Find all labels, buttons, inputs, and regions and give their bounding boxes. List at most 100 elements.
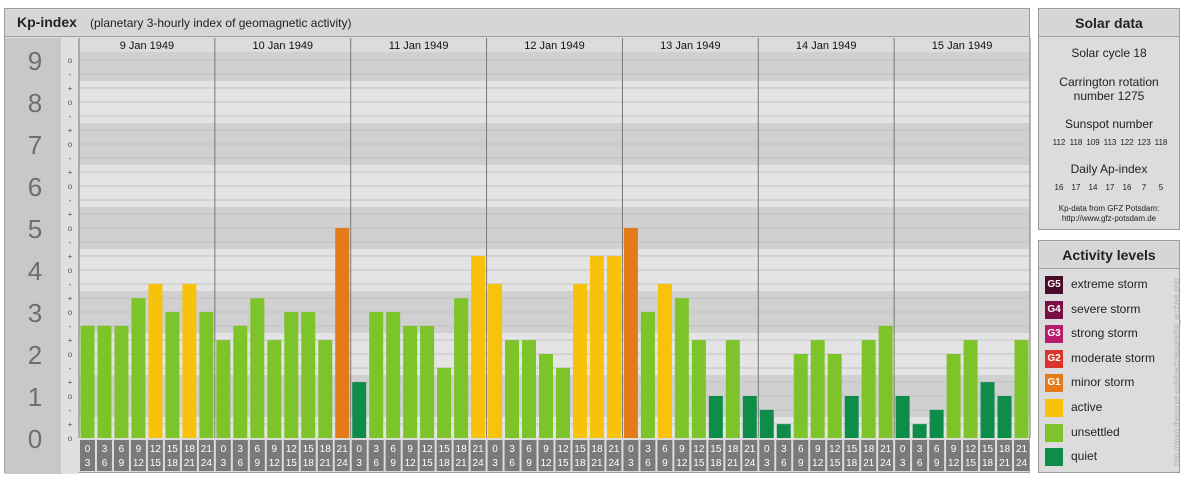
hour-end-label: 6: [509, 458, 515, 469]
hour-end-label: 15: [965, 458, 977, 469]
data-source-link[interactable]: http://www.gfz-potsdam.de: [1061, 214, 1157, 223]
hour-cell: [742, 440, 758, 471]
solar-cycle: Solar cycle 18: [1071, 46, 1147, 60]
day-label: 10 Jan 1949: [253, 40, 314, 52]
hour-start-label: 12: [965, 444, 977, 455]
y-subtick-label: o: [68, 140, 73, 149]
hour-cell: [470, 440, 486, 471]
legend-label: strong storm: [1071, 326, 1138, 341]
y-tick-label: 6: [28, 172, 42, 202]
hour-end-label: 9: [662, 458, 668, 469]
hour-cell: [317, 440, 333, 471]
y-subtick-column: [61, 38, 79, 474]
hour-cell: [181, 440, 197, 471]
ap-value: 7: [1141, 183, 1147, 192]
legend-item: quiet: [1045, 447, 1179, 467]
hour-start-label: 12: [422, 444, 434, 455]
legend-label: quiet: [1071, 449, 1098, 464]
hour-cell: [606, 440, 622, 471]
hour-start-label: 18: [456, 444, 468, 455]
ap-value: 16: [1122, 183, 1132, 192]
hour-start-label: 9: [136, 444, 142, 455]
y-subtick-label: o: [68, 350, 73, 359]
hour-start-label: 15: [439, 444, 451, 455]
legend-item: G3 strong storm: [1045, 324, 1179, 344]
hour-end-label: 18: [846, 458, 858, 469]
hour-cell: [861, 440, 877, 471]
hour-cell: [759, 440, 775, 471]
hour-end-label: 15: [557, 458, 569, 469]
hour-start-label: 3: [917, 444, 923, 455]
hour-start-label: 9: [407, 444, 413, 455]
kp-bar: [216, 340, 231, 438]
hour-start-label: 15: [303, 444, 315, 455]
hour-cell: [878, 440, 894, 471]
hour-cell: [793, 440, 809, 471]
chart-title-bar: Kp-index (planetary 3-hourly index of ge…: [5, 9, 1029, 37]
hour-start-label: 6: [798, 444, 804, 455]
kp-bar: [623, 228, 638, 438]
hour-end-label: 15: [150, 458, 162, 469]
hour-cell: [589, 440, 605, 471]
legend-label: unsettled: [1071, 424, 1120, 439]
y-subtick-label: o: [68, 266, 73, 275]
hour-cell: [623, 440, 639, 471]
kp-bar: [369, 312, 384, 438]
y-subtick-label: o: [68, 434, 73, 443]
hour-start-label: 12: [286, 444, 298, 455]
hour-cell: [147, 440, 163, 471]
y-subtick-label: +: [68, 294, 73, 303]
y-subtick-label: o: [68, 308, 73, 317]
level-band: [79, 417, 1030, 438]
kp-bar: [606, 256, 621, 438]
ap-value: 17: [1105, 183, 1115, 192]
legend-swatch: [1045, 423, 1063, 442]
hour-start-label: 3: [645, 444, 651, 455]
hour-cell: [725, 440, 741, 471]
hour-end-label: 15: [422, 458, 434, 469]
ap-title: Daily Ap-index: [1070, 162, 1148, 176]
hour-cell: [912, 440, 928, 471]
hour-start-label: 21: [1016, 444, 1028, 455]
y-subtick-label: -: [69, 322, 72, 331]
hour-start-label: 0: [492, 444, 498, 455]
kp-bar: [352, 382, 367, 438]
hour-end-label: 3: [764, 458, 770, 469]
hour-end-label: 18: [167, 458, 179, 469]
hour-start-label: 3: [373, 444, 379, 455]
kp-bar: [1014, 340, 1029, 438]
hour-cell: [283, 440, 299, 471]
hour-end-label: 24: [1016, 458, 1028, 469]
legend-item: G2 moderate storm: [1045, 349, 1179, 369]
hour-end-label: 18: [982, 458, 994, 469]
y-subtick-label: +: [68, 84, 73, 93]
hour-cell: [419, 440, 435, 471]
kp-bar: [301, 312, 316, 438]
hour-cell: [215, 440, 231, 471]
hour-end-label: 3: [221, 458, 227, 469]
y-tick-label: 8: [28, 88, 42, 118]
hour-cell: [555, 440, 571, 471]
activity-levels-panel: Activity levels G5 extreme storm G4 severe …: [1038, 240, 1180, 473]
hour-cell: [708, 440, 724, 471]
credit-link[interactable]: http://www.theusner-eulebach/aurora/hp_a…: [1172, 278, 1181, 466]
legend-item: G5 extreme storm: [1045, 275, 1179, 295]
hour-start-label: 18: [863, 444, 875, 455]
hour-end-label: 21: [184, 458, 196, 469]
hour-end-label: 9: [798, 458, 804, 469]
day-label: 12 Jan 1949: [524, 40, 585, 52]
ap-value: 17: [1071, 183, 1081, 192]
hour-end-label: 6: [102, 458, 108, 469]
hour-end-label: 3: [492, 458, 498, 469]
kp-bar: [640, 312, 655, 438]
y-subtick-label: -: [69, 280, 72, 289]
hour-start-label: 0: [356, 444, 362, 455]
hour-end-label: 3: [356, 458, 362, 469]
hour-end-label: 21: [456, 458, 468, 469]
day-label: 9 Jan 1949: [120, 40, 174, 52]
hour-start-label: 15: [710, 444, 722, 455]
ap-value: 5: [1158, 183, 1164, 192]
y-subtick-label: -: [69, 238, 72, 247]
hour-cell: [674, 440, 690, 471]
hour-end-label: 24: [744, 458, 756, 469]
